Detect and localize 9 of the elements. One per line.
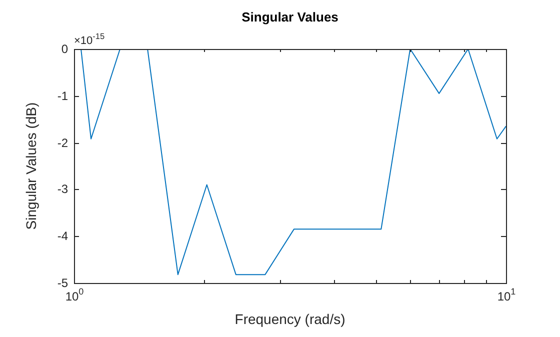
x-axis-title: Frequency (rad/s) (234, 310, 346, 327)
y-tick-label: -4 (57, 228, 68, 243)
y-tick-label: -1 (57, 88, 68, 103)
chart-title: Singular Values (242, 10, 338, 25)
y-tick-label: -2 (57, 136, 68, 150)
y-tick-label: 0 (61, 42, 68, 56)
y-tick-label: -5 (57, 276, 68, 290)
y-tick-label: -3 (57, 182, 68, 196)
y-axis-title: Singular Values (dB) (22, 102, 39, 230)
